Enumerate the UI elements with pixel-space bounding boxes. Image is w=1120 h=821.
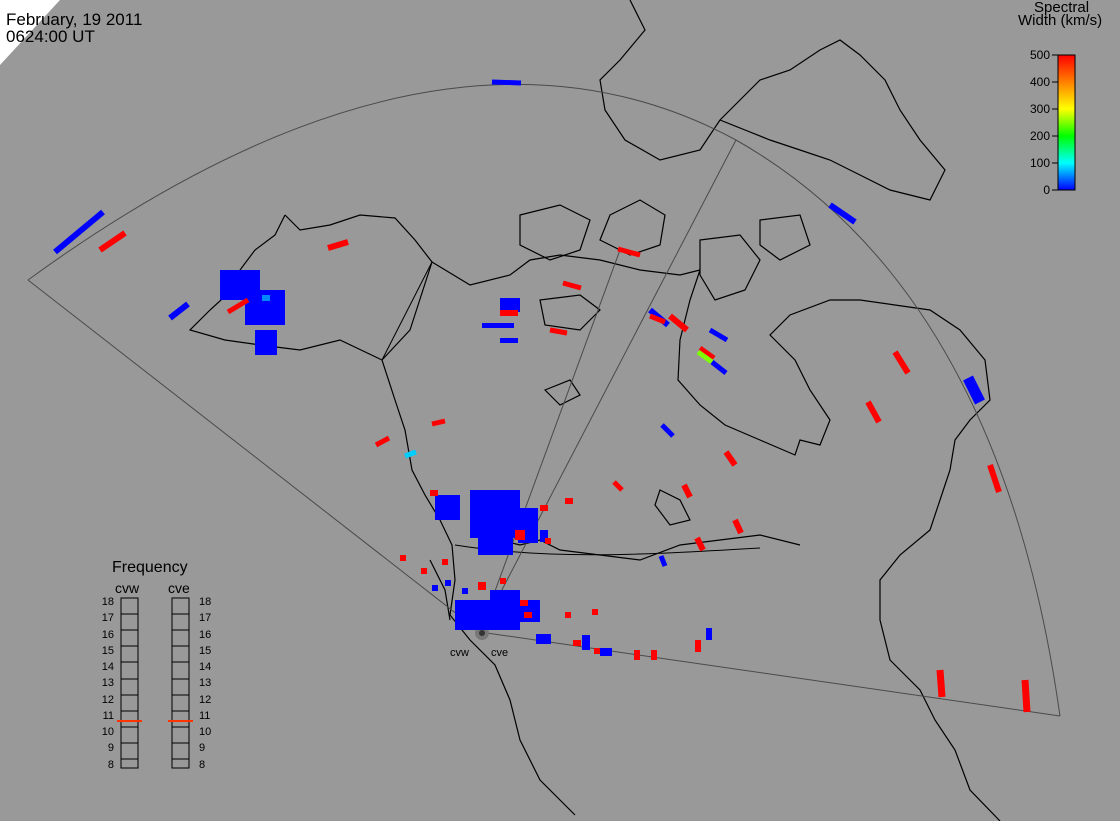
colorbar-title-line2: Width (km/s) bbox=[1018, 12, 1103, 29]
colorbar-tick: 100 bbox=[1029, 156, 1050, 170]
cve-frequency-level: 16 bbox=[199, 628, 212, 641]
colorbar-title-line1: Spectral bbox=[1034, 0, 1090, 16]
cvw-frequency-level: 10 bbox=[101, 726, 114, 738]
cvw-frequency-level: 18 bbox=[101, 596, 114, 608]
frequency-title: Frequency bbox=[112, 559, 188, 576]
date-label: February, 19 2011 bbox=[6, 10, 143, 29]
terminator-region bbox=[0, 0, 60, 65]
radar-label-cve: cve bbox=[491, 647, 509, 659]
cve-frequency-level: 9 bbox=[199, 742, 206, 755]
radar-fov bbox=[27, 83, 1061, 717]
cve-frequency-level: 13 bbox=[199, 677, 212, 690]
cvw-frequency-level: 11 bbox=[102, 709, 114, 722]
cve-frequency-level: 17 bbox=[199, 612, 212, 625]
colorbar-tick: 200 bbox=[1029, 129, 1050, 143]
cvw-frequency-level: 12 bbox=[101, 693, 114, 706]
colorbar bbox=[1052, 54, 1076, 191]
cve-frequency-level: 11 bbox=[199, 709, 211, 722]
cve-frequency-level: 15 bbox=[199, 644, 212, 657]
cve-frequency-level: 12 bbox=[199, 693, 212, 706]
cvw-frequency-level: 16 bbox=[101, 628, 114, 641]
colorbar-tick: 0 bbox=[1043, 183, 1050, 197]
backscatter-cells bbox=[53, 79, 1031, 713]
time-label: 0624:00 UT bbox=[6, 27, 95, 46]
cve-frequency-level: 14 bbox=[199, 661, 212, 673]
cvw-frequency-level: 9 bbox=[107, 742, 114, 755]
cve-frequency-level: 10 bbox=[199, 726, 212, 738]
frequency-radar-right: cve bbox=[168, 580, 190, 596]
colorbar-tick: 400 bbox=[1029, 75, 1050, 89]
cvw-frequency-level: 8 bbox=[107, 758, 114, 771]
cve-frequency-level: 8 bbox=[199, 758, 206, 771]
cve-frequency-level: 18 bbox=[199, 596, 212, 608]
cvw-frequency-level: 14 bbox=[101, 661, 114, 673]
colorbar-tick: 500 bbox=[1029, 48, 1050, 62]
frequency-boxes bbox=[120, 597, 190, 769]
cvw-frequency-level: 17 bbox=[101, 612, 114, 625]
cvw-frequency-level: 15 bbox=[101, 644, 114, 657]
frequency-radar-left: cvw bbox=[115, 580, 140, 596]
colorbar-tick: 300 bbox=[1029, 102, 1050, 116]
cvw-frequency-level: 13 bbox=[101, 677, 114, 690]
radar-label-cvw: cvw bbox=[450, 647, 469, 659]
